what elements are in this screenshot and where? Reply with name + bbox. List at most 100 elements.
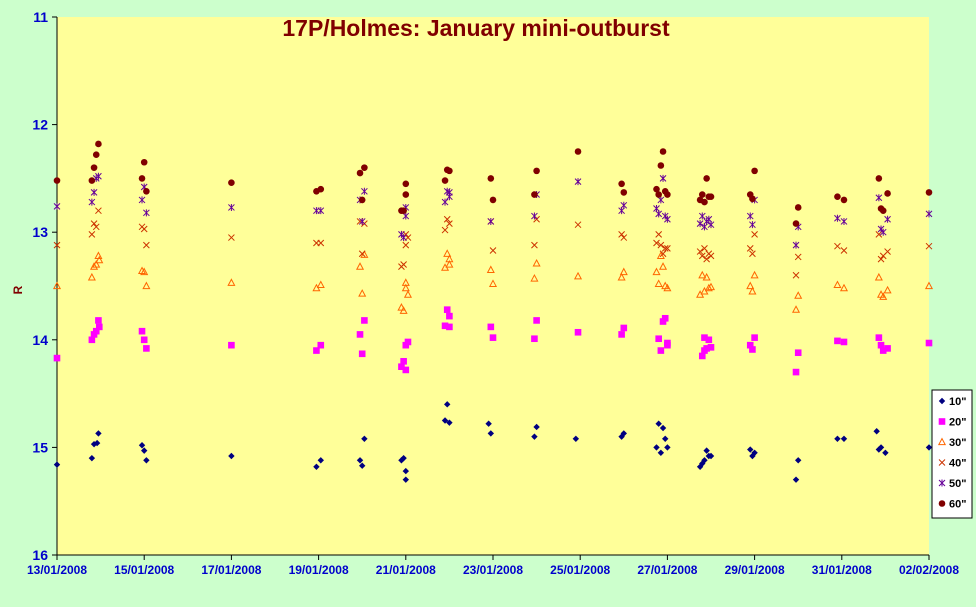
data-point [358, 196, 366, 204]
data-point [655, 420, 662, 427]
legend-marker [938, 500, 946, 507]
data-point [400, 234, 407, 242]
legend-label: 10" [949, 396, 966, 408]
data-point [358, 250, 366, 258]
data-point [701, 198, 708, 206]
data-point [402, 191, 410, 198]
data-point [90, 220, 98, 227]
data-point [747, 446, 754, 453]
data-point [53, 354, 61, 362]
data-point [140, 225, 148, 233]
data-point [879, 228, 887, 236]
data-point [142, 281, 151, 290]
y-tick-label: 15 [32, 439, 48, 455]
data-point [751, 167, 758, 175]
legend-marker [938, 479, 946, 487]
data-point [317, 341, 325, 349]
data-point [792, 368, 800, 376]
data-point [53, 202, 61, 210]
data-point [485, 420, 492, 427]
data-point [531, 241, 538, 249]
data-point [443, 306, 451, 313]
data-point [443, 215, 451, 223]
data-point [95, 430, 102, 437]
data-point [90, 188, 98, 196]
data-point [401, 283, 410, 292]
data-point [875, 175, 883, 182]
data-point [619, 267, 628, 276]
data-point [620, 234, 628, 241]
data-point [444, 401, 451, 408]
data-point [840, 196, 848, 204]
legend-box [931, 389, 973, 519]
data-point [877, 444, 885, 451]
data-point [659, 424, 667, 432]
data-point [746, 212, 754, 220]
data-point [400, 358, 407, 365]
x-ticks: 13/01/2008 15/01/2008 17/01/2008 19/01/2008… [27, 555, 959, 577]
data-point [879, 207, 887, 214]
data-point [143, 241, 150, 249]
data-point [228, 452, 235, 460]
data-point [749, 195, 756, 203]
series-3 [52, 249, 934, 314]
data-point [489, 334, 497, 341]
data-point [404, 338, 412, 346]
data-point [403, 290, 413, 298]
legend-label: 30" [949, 437, 966, 449]
data-point [664, 244, 671, 252]
data-points [52, 140, 934, 483]
data-point [88, 198, 96, 206]
data-point [445, 260, 454, 268]
data-point [657, 241, 665, 249]
series-2 [53, 306, 933, 376]
data-point [664, 215, 671, 223]
data-point [707, 252, 715, 260]
data-point [655, 191, 662, 198]
data-point [703, 255, 710, 263]
x-tick-label: 31/01/2008 [812, 563, 872, 577]
data-point [698, 270, 707, 279]
data-point [659, 250, 667, 258]
data-point [884, 190, 891, 197]
data-point [317, 457, 324, 464]
data-point [533, 167, 540, 175]
data-point [703, 345, 710, 352]
data-point [620, 324, 628, 332]
data-point [140, 267, 149, 276]
data-point [441, 322, 449, 330]
data-point [652, 267, 661, 276]
data-point [573, 271, 583, 280]
data-point [654, 279, 663, 287]
data-point [707, 193, 715, 200]
data-point [925, 444, 933, 451]
data-point [95, 207, 102, 215]
x-tick-label: 27/01/2008 [637, 563, 697, 577]
data-point [663, 283, 672, 292]
data-point [53, 461, 61, 468]
data-point [925, 242, 933, 250]
data-point [791, 305, 801, 313]
data-point [487, 430, 495, 437]
data-point [925, 210, 933, 218]
data-point [792, 476, 800, 483]
data-point [95, 317, 102, 324]
data-point [701, 457, 708, 464]
data-point [620, 430, 627, 437]
data-point [749, 250, 756, 258]
data-point [746, 341, 754, 349]
data-point [90, 440, 98, 448]
data-point [227, 278, 236, 286]
data-point [446, 419, 453, 426]
data-point [879, 292, 888, 300]
series-5 [53, 172, 933, 249]
data-point [361, 317, 368, 324]
legend-marker [938, 459, 946, 466]
data-point [88, 336, 96, 344]
data-point [317, 239, 325, 247]
data-point [707, 344, 715, 351]
data-point [228, 179, 235, 187]
data-point [664, 444, 671, 451]
data-point [143, 209, 150, 217]
